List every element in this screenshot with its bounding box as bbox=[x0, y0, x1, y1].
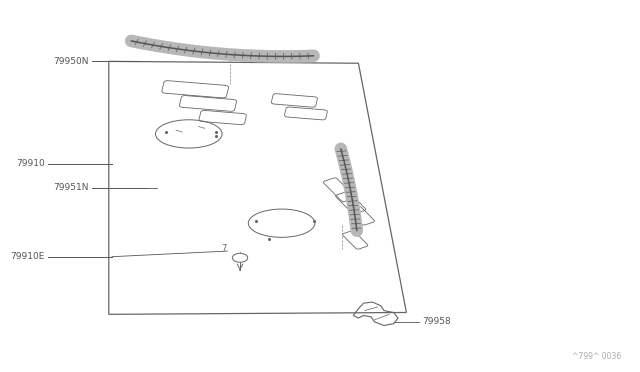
Text: 79950N: 79950N bbox=[53, 57, 88, 66]
Text: 79951N: 79951N bbox=[53, 183, 88, 192]
Text: 79910E: 79910E bbox=[10, 252, 45, 261]
Text: ^799^ 0036: ^799^ 0036 bbox=[572, 352, 621, 361]
Text: 79958: 79958 bbox=[422, 317, 451, 326]
Text: 7: 7 bbox=[221, 244, 227, 253]
Text: 79910: 79910 bbox=[16, 159, 45, 168]
